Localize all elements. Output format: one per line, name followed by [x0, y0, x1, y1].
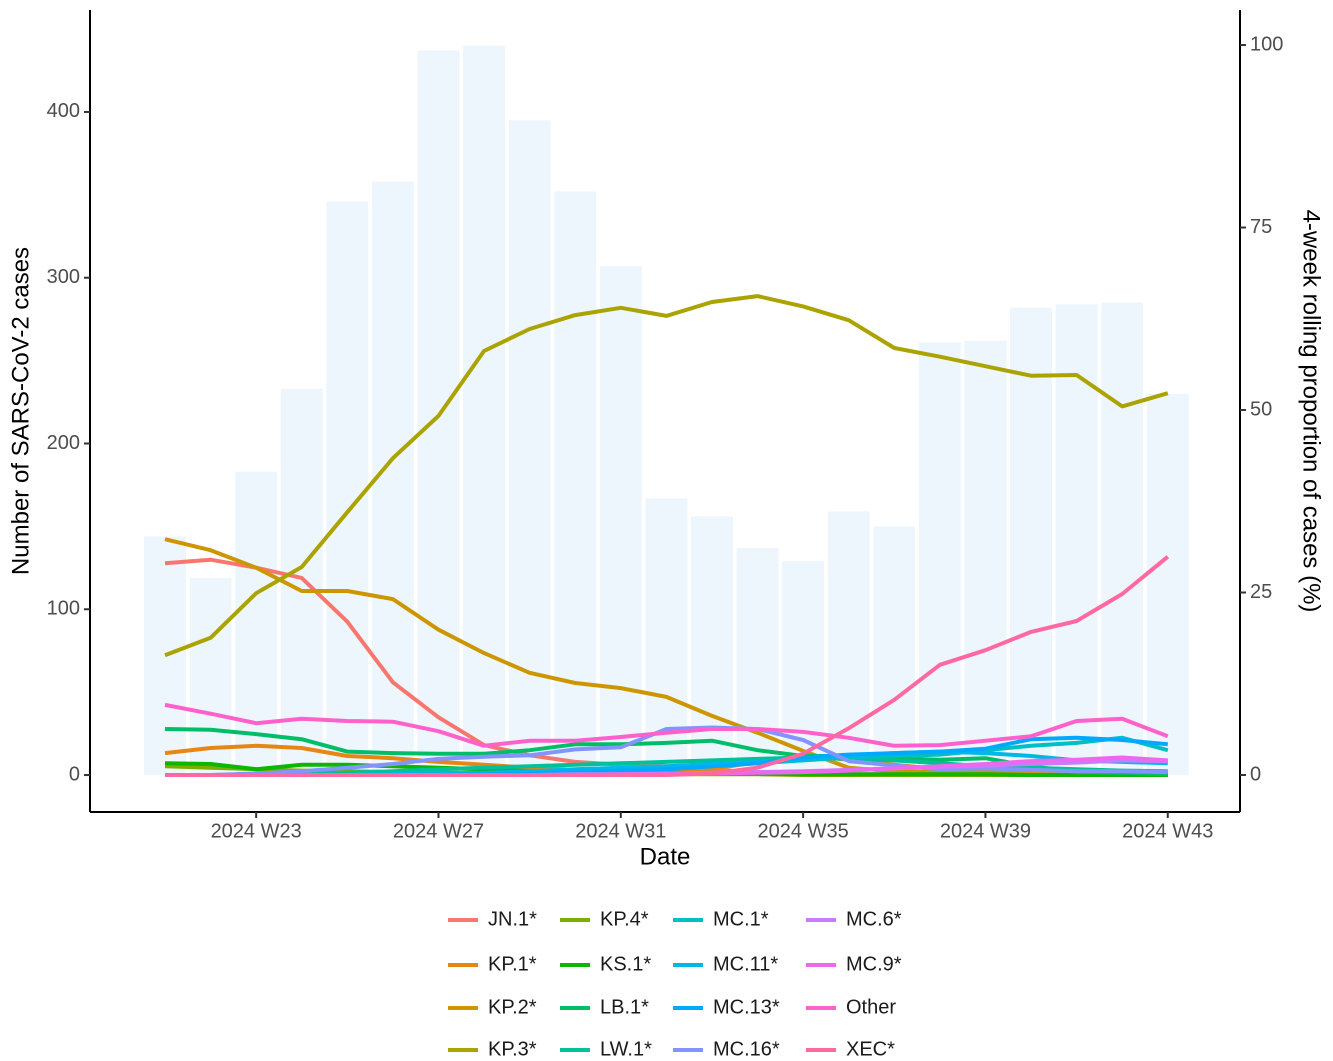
bar [1010, 307, 1052, 776]
legend-label: LB.1* [600, 996, 649, 1018]
bar [736, 547, 779, 776]
series-line [164, 294, 1169, 658]
bar [690, 516, 733, 776]
legend-label: KP.1* [488, 953, 537, 975]
legend-label: LW.1* [600, 1038, 652, 1060]
bar [599, 266, 642, 776]
legend-label: Other [846, 996, 896, 1018]
x-tick-label: 2024 W43 [1122, 820, 1213, 842]
y2-tick-label: 50 [1250, 398, 1272, 420]
y2-tick-label: 0 [1250, 763, 1261, 785]
series-line [165, 725, 1168, 777]
y2-tick-label: 100 [1250, 33, 1283, 55]
legend-label: MC.1* [713, 908, 769, 930]
y-tick-label: 0 [69, 763, 80, 785]
legend-label: MC.16* [713, 1038, 780, 1060]
x-tick-label: 2024 W27 [393, 820, 484, 842]
legend-label: KP.3* [488, 1038, 537, 1060]
y2-tick-label: 25 [1250, 581, 1272, 603]
y2-tick-label: 75 [1250, 216, 1272, 238]
x-tick-label: 2024 W23 [211, 820, 302, 842]
legend-label: KS.1* [600, 953, 651, 975]
bar [554, 191, 597, 776]
bar [235, 471, 278, 776]
bar [1101, 302, 1144, 776]
bar [371, 181, 414, 776]
series-line [165, 555, 1170, 777]
bar [1146, 393, 1189, 776]
y2-axis-title: 4-week rolling proportion of cases (%) [1298, 210, 1325, 613]
y-tick-label: 300 [47, 266, 80, 288]
legend-label: MC.9* [846, 953, 902, 975]
x-axis-title: Date [640, 843, 691, 870]
bar [144, 536, 186, 776]
x-tick-label: 2024 W39 [940, 820, 1031, 842]
legend-label: XEC* [846, 1038, 895, 1060]
x-tick-label: 2024 W35 [758, 820, 849, 842]
y-tick-label: 400 [47, 100, 80, 122]
legend-label: MC.11* [713, 953, 778, 975]
bar [964, 340, 1007, 776]
legend-label: JN.1* [488, 908, 537, 930]
legend-label: MC.6* [846, 908, 902, 930]
bar [189, 577, 232, 776]
y-tick-label: 200 [47, 432, 80, 454]
x-tick-label: 2024 W31 [575, 820, 666, 842]
series-line [164, 727, 1168, 777]
bar [827, 511, 870, 776]
y-tick-label: 100 [47, 598, 80, 620]
legend-label: KP.4* [600, 908, 649, 930]
bar [873, 526, 916, 776]
bar [326, 201, 369, 776]
legend-label: MC.13* [713, 996, 780, 1018]
legend-label: KP.2* [488, 996, 537, 1018]
bar [918, 342, 961, 776]
bar [463, 45, 506, 776]
series-line [164, 702, 1169, 748]
y-axis-title: Number of SARS-CoV-2 cases [7, 247, 34, 575]
